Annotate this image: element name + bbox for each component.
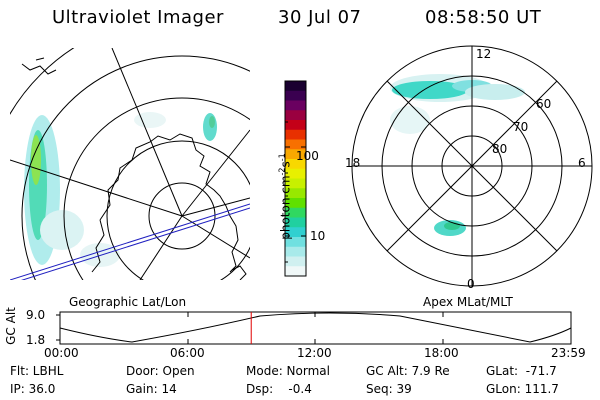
- aurora-emission-left: [24, 112, 217, 267]
- colorbar-band: [285, 81, 306, 92]
- mlt-label-18: 18: [345, 156, 361, 170]
- mlt-label-12: 12: [476, 47, 492, 61]
- info-gc-alt: GC Alt: 7.9 Re: [366, 364, 450, 378]
- meridian-lines: [10, 48, 250, 280]
- info-glon: GLon: 111.7: [486, 382, 559, 396]
- colorbar-band: [285, 110, 306, 121]
- altitude-timeline: [56, 311, 572, 345]
- mlat-label-80: 80: [492, 142, 508, 156]
- info-dsp: Dsp: -0.4: [246, 382, 312, 396]
- latitude-circles: [10, 48, 250, 280]
- info-mode: Mode: Normal: [246, 364, 330, 378]
- right-panel-caption: Apex MLat/MLT: [423, 295, 513, 309]
- coastline: [91, 133, 239, 273]
- timeline-ticks: [56, 312, 572, 344]
- colorbar-band: [285, 266, 306, 277]
- colorbar-band: [285, 168, 306, 179]
- colorbar-tick-10: 10: [310, 229, 326, 243]
- timeline-ylabel: GC Alt: [3, 307, 18, 345]
- mlt-label-6: 6: [578, 156, 586, 170]
- info-door: Door: Open: [126, 364, 195, 378]
- colorbar-band: [285, 149, 306, 160]
- colorbar-band: [285, 256, 306, 267]
- orbit-track: [10, 203, 250, 280]
- left-panel-caption: Geographic Lat/Lon: [69, 295, 187, 309]
- geographic-map: [10, 48, 250, 280]
- colorbar-unit-label: photon cm-2s-1: [277, 153, 293, 240]
- colorbar-band: [285, 217, 306, 228]
- timeline-xtick-2359: 23:59: [551, 346, 586, 360]
- colorbar-band: [285, 139, 306, 150]
- timeline-xtick-0600: 06:00: [170, 346, 205, 360]
- colorbar-band: [285, 90, 306, 101]
- aurora-emission-right: [390, 74, 525, 236]
- colorbar-band: [285, 100, 306, 111]
- timeline-xtick-1800: 18:00: [424, 346, 459, 360]
- colorbar-band: [285, 207, 306, 218]
- colorbar-band: [285, 227, 306, 238]
- altitude-curve: [59, 312, 572, 343]
- colorbar-band: [285, 188, 306, 199]
- timeline-ytick-top: 9.0: [26, 308, 46, 322]
- info-seq: Seq: 39: [366, 382, 412, 396]
- colorbar-band: [285, 178, 306, 189]
- info-filter: Flt: LBHL: [10, 364, 64, 378]
- date-label: 30 Jul 07: [278, 7, 362, 28]
- info-ip: IP: 36.0: [10, 382, 56, 396]
- mlt-label-0: 0: [467, 277, 475, 291]
- app-title: Ultraviolet Imager: [52, 7, 224, 28]
- colorbar-tick-100: 100: [296, 149, 319, 163]
- time-label: 08:58:50 UT: [425, 7, 542, 28]
- info-gain: Gain: 14: [126, 382, 177, 396]
- timeline-ytick-bottom: 1.8: [26, 333, 46, 347]
- colorbar-band: [285, 159, 306, 170]
- color-scale-bar: [285, 81, 306, 277]
- colorbar-band: [285, 246, 306, 257]
- mlat-label-70: 70: [513, 120, 529, 134]
- mlat-label-60: 60: [536, 97, 552, 111]
- colorbar-band: [285, 198, 306, 209]
- timeline-xtick-1200: 12:00: [297, 346, 332, 360]
- mlt-dial: [351, 45, 593, 287]
- colorbar-band: [285, 237, 306, 248]
- timeline-xtick-0000: 00:00: [44, 346, 79, 360]
- info-glat: GLat: -71.7: [486, 364, 557, 378]
- colorbar-band: [285, 120, 306, 131]
- colorbar-ticks: [285, 121, 306, 263]
- colorbar-band: [285, 129, 306, 140]
